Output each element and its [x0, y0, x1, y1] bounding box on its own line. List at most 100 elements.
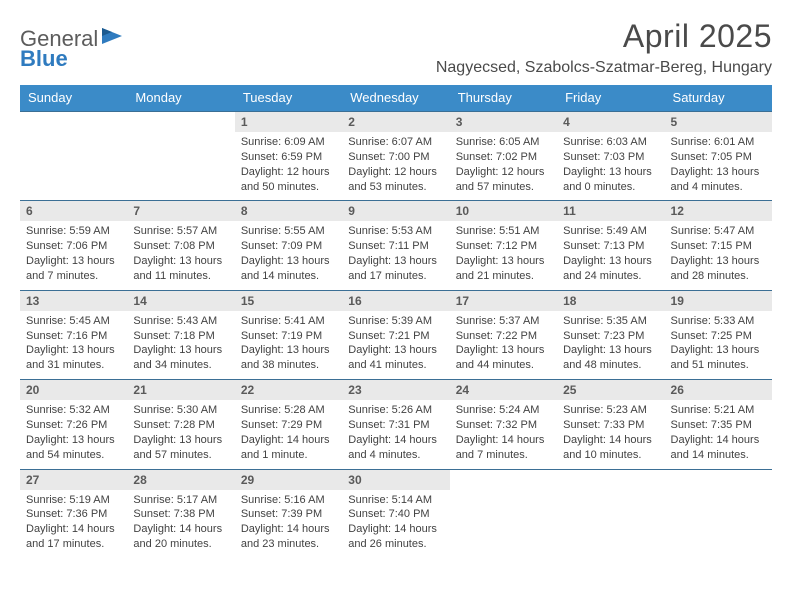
page-header: General Blue April 2025 Nagyecsed, Szabo…	[20, 18, 772, 77]
calendar-day-cell: 26Sunrise: 5:21 AMSunset: 7:35 PMDayligh…	[665, 380, 772, 469]
calendar-day-cell: 12Sunrise: 5:47 AMSunset: 7:15 PMDayligh…	[665, 201, 772, 290]
sunset-text: Sunset: 7:08 PM	[133, 239, 228, 254]
sunrise-text: Sunrise: 5:35 AM	[563, 314, 658, 329]
sunset-text: Sunset: 7:12 PM	[456, 239, 551, 254]
weekday-header: Saturday	[665, 85, 772, 112]
brand-logo: General Blue	[20, 18, 124, 70]
sunset-text: Sunset: 7:39 PM	[241, 507, 336, 522]
day-body: Sunrise: 5:35 AMSunset: 7:23 PMDaylight:…	[557, 311, 664, 379]
day-body: Sunrise: 5:51 AMSunset: 7:12 PMDaylight:…	[450, 221, 557, 289]
day-body: Sunrise: 5:41 AMSunset: 7:19 PMDaylight:…	[235, 311, 342, 379]
sunset-text: Sunset: 7:00 PM	[348, 150, 443, 165]
calendar-day-cell: 29Sunrise: 5:16 AMSunset: 7:39 PMDayligh…	[235, 469, 342, 558]
sunrise-text: Sunrise: 5:23 AM	[563, 403, 658, 418]
calendar-day-cell: 19Sunrise: 5:33 AMSunset: 7:25 PMDayligh…	[665, 290, 772, 379]
calendar-day-cell: 5Sunrise: 6:01 AMSunset: 7:05 PMDaylight…	[665, 112, 772, 201]
sunrise-text: Sunrise: 5:30 AM	[133, 403, 228, 418]
brand-line2: Blue	[20, 48, 124, 70]
daylight-text: Daylight: 14 hours and 23 minutes.	[241, 522, 336, 552]
daylight-text: Daylight: 13 hours and 41 minutes.	[348, 343, 443, 373]
day-body: Sunrise: 5:21 AMSunset: 7:35 PMDaylight:…	[665, 400, 772, 468]
day-number: 19	[665, 291, 772, 311]
calendar-week-row: 20Sunrise: 5:32 AMSunset: 7:26 PMDayligh…	[20, 380, 772, 469]
daylight-text: Daylight: 13 hours and 57 minutes.	[133, 433, 228, 463]
day-number: 25	[557, 380, 664, 400]
calendar-day-cell: 1Sunrise: 6:09 AMSunset: 6:59 PMDaylight…	[235, 112, 342, 201]
day-number: 8	[235, 201, 342, 221]
calendar-day-cell: 16Sunrise: 5:39 AMSunset: 7:21 PMDayligh…	[342, 290, 449, 379]
calendar-day-cell: 14Sunrise: 5:43 AMSunset: 7:18 PMDayligh…	[127, 290, 234, 379]
sunrise-text: Sunrise: 6:09 AM	[241, 135, 336, 150]
calendar-day-cell: 25Sunrise: 5:23 AMSunset: 7:33 PMDayligh…	[557, 380, 664, 469]
calendar-body: 1Sunrise: 6:09 AMSunset: 6:59 PMDaylight…	[20, 112, 772, 558]
day-number: 5	[665, 112, 772, 132]
calendar-table: SundayMondayTuesdayWednesdayThursdayFrid…	[20, 85, 772, 558]
day-number: 13	[20, 291, 127, 311]
day-body: Sunrise: 5:43 AMSunset: 7:18 PMDaylight:…	[127, 311, 234, 379]
day-body: Sunrise: 5:33 AMSunset: 7:25 PMDaylight:…	[665, 311, 772, 379]
weekday-header: Thursday	[450, 85, 557, 112]
weekday-header: Tuesday	[235, 85, 342, 112]
day-body: Sunrise: 5:59 AMSunset: 7:06 PMDaylight:…	[20, 221, 127, 289]
day-body: Sunrise: 5:24 AMSunset: 7:32 PMDaylight:…	[450, 400, 557, 468]
calendar-day-cell: 24Sunrise: 5:24 AMSunset: 7:32 PMDayligh…	[450, 380, 557, 469]
sunrise-text: Sunrise: 5:41 AM	[241, 314, 336, 329]
day-number: 22	[235, 380, 342, 400]
day-number: 11	[557, 201, 664, 221]
daylight-text: Daylight: 13 hours and 38 minutes.	[241, 343, 336, 373]
sunrise-text: Sunrise: 5:21 AM	[671, 403, 766, 418]
calendar-day-cell: 17Sunrise: 5:37 AMSunset: 7:22 PMDayligh…	[450, 290, 557, 379]
sunrise-text: Sunrise: 5:55 AM	[241, 224, 336, 239]
calendar-day-cell: 30Sunrise: 5:14 AMSunset: 7:40 PMDayligh…	[342, 469, 449, 558]
day-number: 2	[342, 112, 449, 132]
flag-icon	[100, 26, 124, 46]
calendar-day-cell: 9Sunrise: 5:53 AMSunset: 7:11 PMDaylight…	[342, 201, 449, 290]
sunset-text: Sunset: 6:59 PM	[241, 150, 336, 165]
calendar-page: General Blue April 2025 Nagyecsed, Szabo…	[0, 0, 792, 612]
day-number: 12	[665, 201, 772, 221]
sunset-text: Sunset: 7:23 PM	[563, 329, 658, 344]
day-body: Sunrise: 5:49 AMSunset: 7:13 PMDaylight:…	[557, 221, 664, 289]
sunrise-text: Sunrise: 6:05 AM	[456, 135, 551, 150]
title-block: April 2025 Nagyecsed, Szabolcs-Szatmar-B…	[436, 18, 772, 77]
sunset-text: Sunset: 7:29 PM	[241, 418, 336, 433]
daylight-text: Daylight: 14 hours and 26 minutes.	[348, 522, 443, 552]
sunset-text: Sunset: 7:31 PM	[348, 418, 443, 433]
daylight-text: Daylight: 13 hours and 21 minutes.	[456, 254, 551, 284]
day-number: 20	[20, 380, 127, 400]
calendar-day-cell: 11Sunrise: 5:49 AMSunset: 7:13 PMDayligh…	[557, 201, 664, 290]
calendar-day-cell: 2Sunrise: 6:07 AMSunset: 7:00 PMDaylight…	[342, 112, 449, 201]
day-number: 18	[557, 291, 664, 311]
sunset-text: Sunset: 7:22 PM	[456, 329, 551, 344]
sunrise-text: Sunrise: 5:59 AM	[26, 224, 121, 239]
daylight-text: Daylight: 14 hours and 14 minutes.	[671, 433, 766, 463]
day-number: 10	[450, 201, 557, 221]
day-number: 9	[342, 201, 449, 221]
daylight-text: Daylight: 13 hours and 7 minutes.	[26, 254, 121, 284]
day-number: 7	[127, 201, 234, 221]
day-number: 15	[235, 291, 342, 311]
sunset-text: Sunset: 7:15 PM	[671, 239, 766, 254]
daylight-text: Daylight: 14 hours and 7 minutes.	[456, 433, 551, 463]
daylight-text: Daylight: 13 hours and 11 minutes.	[133, 254, 228, 284]
sunset-text: Sunset: 7:18 PM	[133, 329, 228, 344]
daylight-text: Daylight: 13 hours and 17 minutes.	[348, 254, 443, 284]
day-number: 30	[342, 470, 449, 490]
daylight-text: Daylight: 14 hours and 1 minute.	[241, 433, 336, 463]
sunset-text: Sunset: 7:02 PM	[456, 150, 551, 165]
daylight-text: Daylight: 13 hours and 4 minutes.	[671, 165, 766, 195]
calendar-empty-cell	[450, 469, 557, 558]
day-number: 23	[342, 380, 449, 400]
sunrise-text: Sunrise: 5:33 AM	[671, 314, 766, 329]
calendar-day-cell: 27Sunrise: 5:19 AMSunset: 7:36 PMDayligh…	[20, 469, 127, 558]
daylight-text: Daylight: 13 hours and 51 minutes.	[671, 343, 766, 373]
calendar-thead: SundayMondayTuesdayWednesdayThursdayFrid…	[20, 85, 772, 112]
sunrise-text: Sunrise: 5:39 AM	[348, 314, 443, 329]
day-body: Sunrise: 5:26 AMSunset: 7:31 PMDaylight:…	[342, 400, 449, 468]
daylight-text: Daylight: 14 hours and 17 minutes.	[26, 522, 121, 552]
sunrise-text: Sunrise: 5:17 AM	[133, 493, 228, 508]
sunrise-text: Sunrise: 6:07 AM	[348, 135, 443, 150]
weekday-header: Monday	[127, 85, 234, 112]
calendar-day-cell: 22Sunrise: 5:28 AMSunset: 7:29 PMDayligh…	[235, 380, 342, 469]
day-body: Sunrise: 6:05 AMSunset: 7:02 PMDaylight:…	[450, 132, 557, 200]
